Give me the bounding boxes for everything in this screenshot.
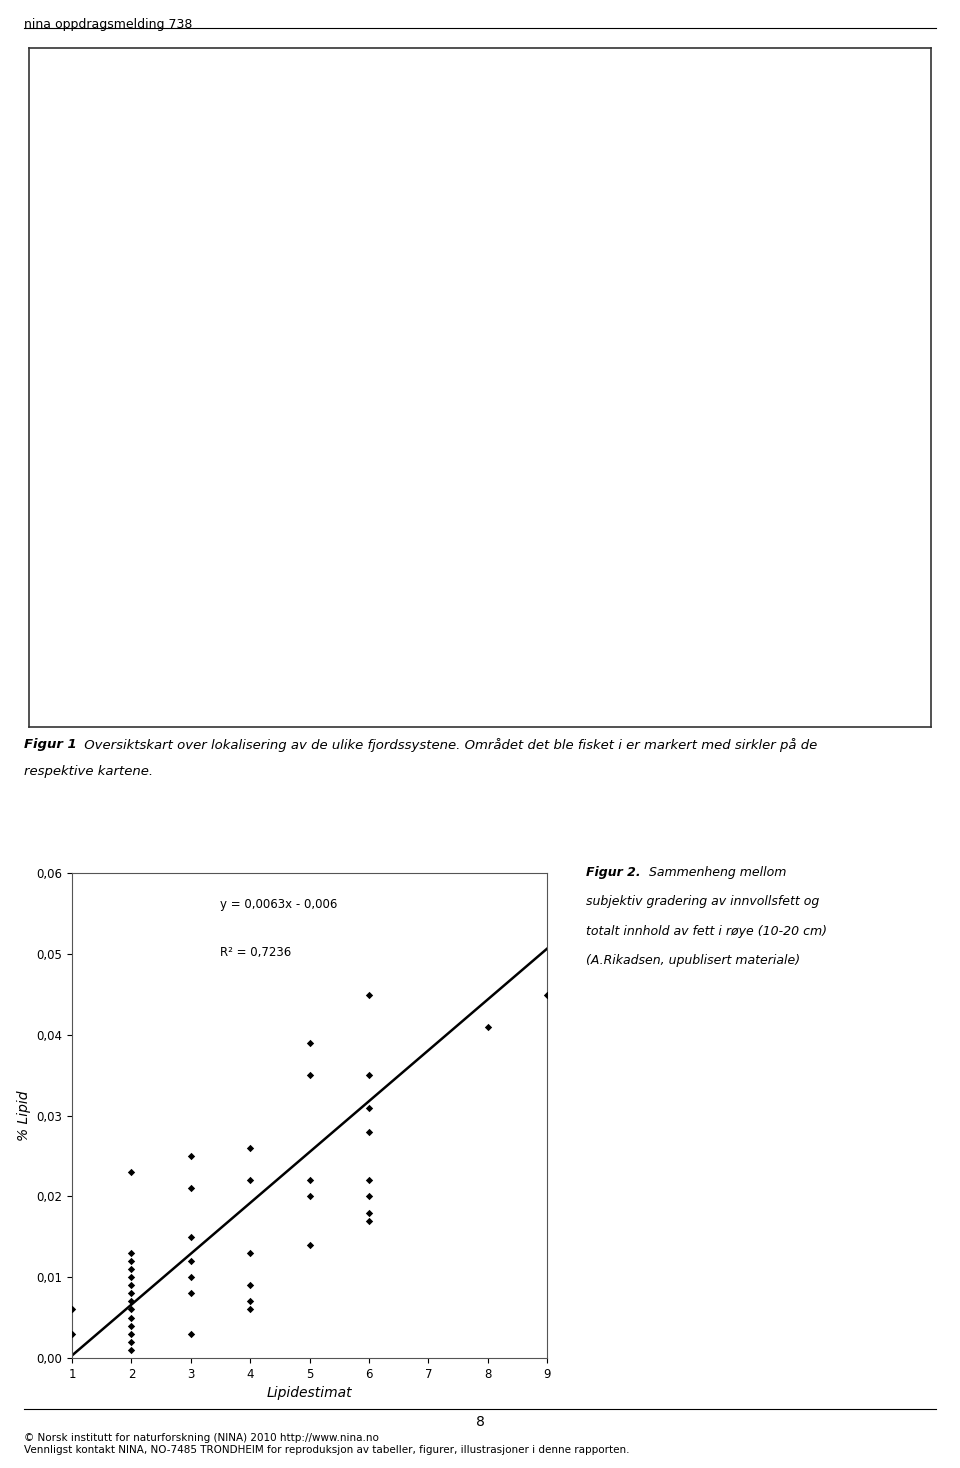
Point — [124, 1330, 139, 1353]
Text: Vennligst kontakt NINA, NO-7485 TRONDHEIM for reproduksjon av tabeller, figurer,: Vennligst kontakt NINA, NO-7485 TRONDHEI… — [24, 1445, 630, 1455]
Point — [64, 1298, 80, 1321]
X-axis label: Lipidestimat: Lipidestimat — [267, 1386, 352, 1400]
Point — [301, 1063, 317, 1086]
Point — [243, 1298, 258, 1321]
Point — [124, 1257, 139, 1280]
Point — [361, 984, 376, 1007]
Text: Figur 2.: Figur 2. — [586, 866, 640, 879]
Point — [124, 1339, 139, 1362]
Text: totalt innhold av fett i røye (10-20 cm): totalt innhold av fett i røye (10-20 cm) — [586, 925, 827, 938]
Point — [243, 1290, 258, 1314]
Text: nina oppdragsmelding 738: nina oppdragsmelding 738 — [24, 18, 192, 31]
Text: Sammenheng mellom: Sammenheng mellom — [645, 866, 786, 879]
Point — [243, 1169, 258, 1192]
Point — [361, 1063, 376, 1086]
Point — [183, 1282, 199, 1305]
Point — [301, 1031, 317, 1054]
Point — [361, 1169, 376, 1192]
Point — [361, 1095, 376, 1119]
Point — [124, 1298, 139, 1321]
Point — [243, 1136, 258, 1160]
Point — [64, 1321, 80, 1345]
Text: (A.Rikadsen, upublisert materiale): (A.Rikadsen, upublisert materiale) — [586, 954, 800, 967]
Text: respektive kartene.: respektive kartene. — [24, 765, 154, 778]
Point — [480, 1014, 495, 1038]
Point — [183, 1177, 199, 1201]
Point — [361, 1120, 376, 1144]
Text: Figur 1: Figur 1 — [24, 738, 77, 752]
Point — [183, 1224, 199, 1248]
Point — [301, 1233, 317, 1257]
Text: 8: 8 — [475, 1415, 485, 1430]
Point — [183, 1145, 199, 1169]
Point — [361, 1201, 376, 1224]
Text: R² = 0,7236: R² = 0,7236 — [221, 947, 292, 959]
Point — [124, 1160, 139, 1183]
Point — [124, 1273, 139, 1298]
Point — [540, 984, 555, 1007]
Text: y = 0,0063x - 0,006: y = 0,0063x - 0,006 — [221, 897, 338, 910]
Point — [183, 1321, 199, 1345]
Point — [301, 1169, 317, 1192]
Point — [124, 1242, 139, 1265]
Point — [124, 1282, 139, 1305]
Point — [361, 1210, 376, 1233]
Point — [183, 1249, 199, 1273]
Point — [361, 1185, 376, 1208]
Point — [124, 1314, 139, 1337]
Point — [243, 1273, 258, 1298]
Text: subjektiv gradering av innvollsfett og: subjektiv gradering av innvollsfett og — [586, 895, 819, 909]
Point — [124, 1249, 139, 1273]
Text: © Norsk institutt for naturforskning (NINA) 2010 http://www.nina.no: © Norsk institutt for naturforskning (NI… — [24, 1433, 379, 1443]
Point — [124, 1321, 139, 1345]
Point — [301, 1185, 317, 1208]
Text: Oversiktskart over lokalisering av de ulike fjordssystene. Området det ble fiske: Oversiktskart over lokalisering av de ul… — [80, 738, 817, 753]
Point — [124, 1265, 139, 1289]
Point — [124, 1290, 139, 1314]
Point — [243, 1242, 258, 1265]
Point — [183, 1265, 199, 1289]
Point — [124, 1307, 139, 1330]
Y-axis label: % Lipid: % Lipid — [16, 1091, 31, 1141]
